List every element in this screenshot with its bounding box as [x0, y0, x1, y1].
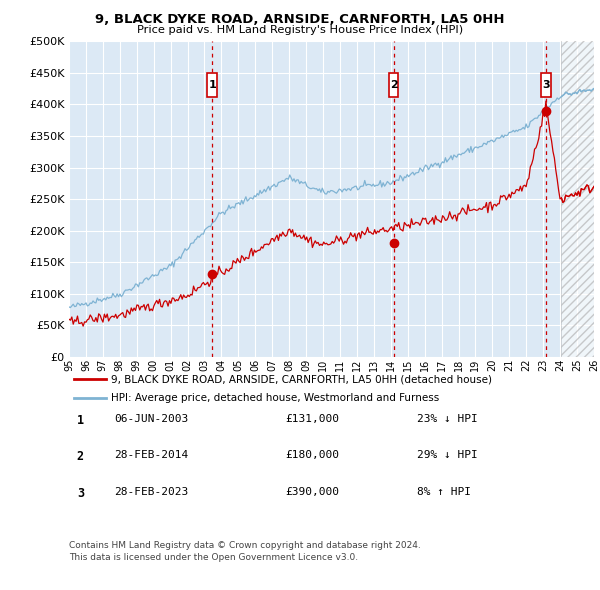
Text: 2: 2 — [77, 450, 84, 463]
Text: 1: 1 — [77, 414, 84, 427]
Text: 06-JUN-2003: 06-JUN-2003 — [114, 414, 188, 424]
FancyBboxPatch shape — [389, 74, 398, 97]
FancyBboxPatch shape — [208, 74, 217, 97]
Text: 1: 1 — [208, 80, 216, 90]
Text: £390,000: £390,000 — [285, 487, 339, 497]
Text: 9, BLACK DYKE ROAD, ARNSIDE, CARNFORTH, LA5 0HH (detached house): 9, BLACK DYKE ROAD, ARNSIDE, CARNFORTH, … — [111, 375, 492, 385]
Text: £131,000: £131,000 — [285, 414, 339, 424]
Text: £180,000: £180,000 — [285, 451, 339, 460]
Text: 28-FEB-2014: 28-FEB-2014 — [114, 451, 188, 460]
Text: 3: 3 — [77, 487, 84, 500]
Text: 29% ↓ HPI: 29% ↓ HPI — [417, 451, 478, 460]
Text: This data is licensed under the Open Government Licence v3.0.: This data is licensed under the Open Gov… — [69, 553, 358, 562]
Text: Price paid vs. HM Land Registry's House Price Index (HPI): Price paid vs. HM Land Registry's House … — [137, 25, 463, 35]
Text: 8% ↑ HPI: 8% ↑ HPI — [417, 487, 471, 497]
Text: HPI: Average price, detached house, Westmorland and Furness: HPI: Average price, detached house, West… — [111, 393, 439, 403]
Text: 3: 3 — [542, 80, 550, 90]
FancyBboxPatch shape — [541, 74, 551, 97]
Text: 9, BLACK DYKE ROAD, ARNSIDE, CARNFORTH, LA5 0HH: 9, BLACK DYKE ROAD, ARNSIDE, CARNFORTH, … — [95, 13, 505, 26]
Text: 23% ↓ HPI: 23% ↓ HPI — [417, 414, 478, 424]
Text: 2: 2 — [390, 80, 398, 90]
Text: 28-FEB-2023: 28-FEB-2023 — [114, 487, 188, 497]
Text: Contains HM Land Registry data © Crown copyright and database right 2024.: Contains HM Land Registry data © Crown c… — [69, 541, 421, 550]
